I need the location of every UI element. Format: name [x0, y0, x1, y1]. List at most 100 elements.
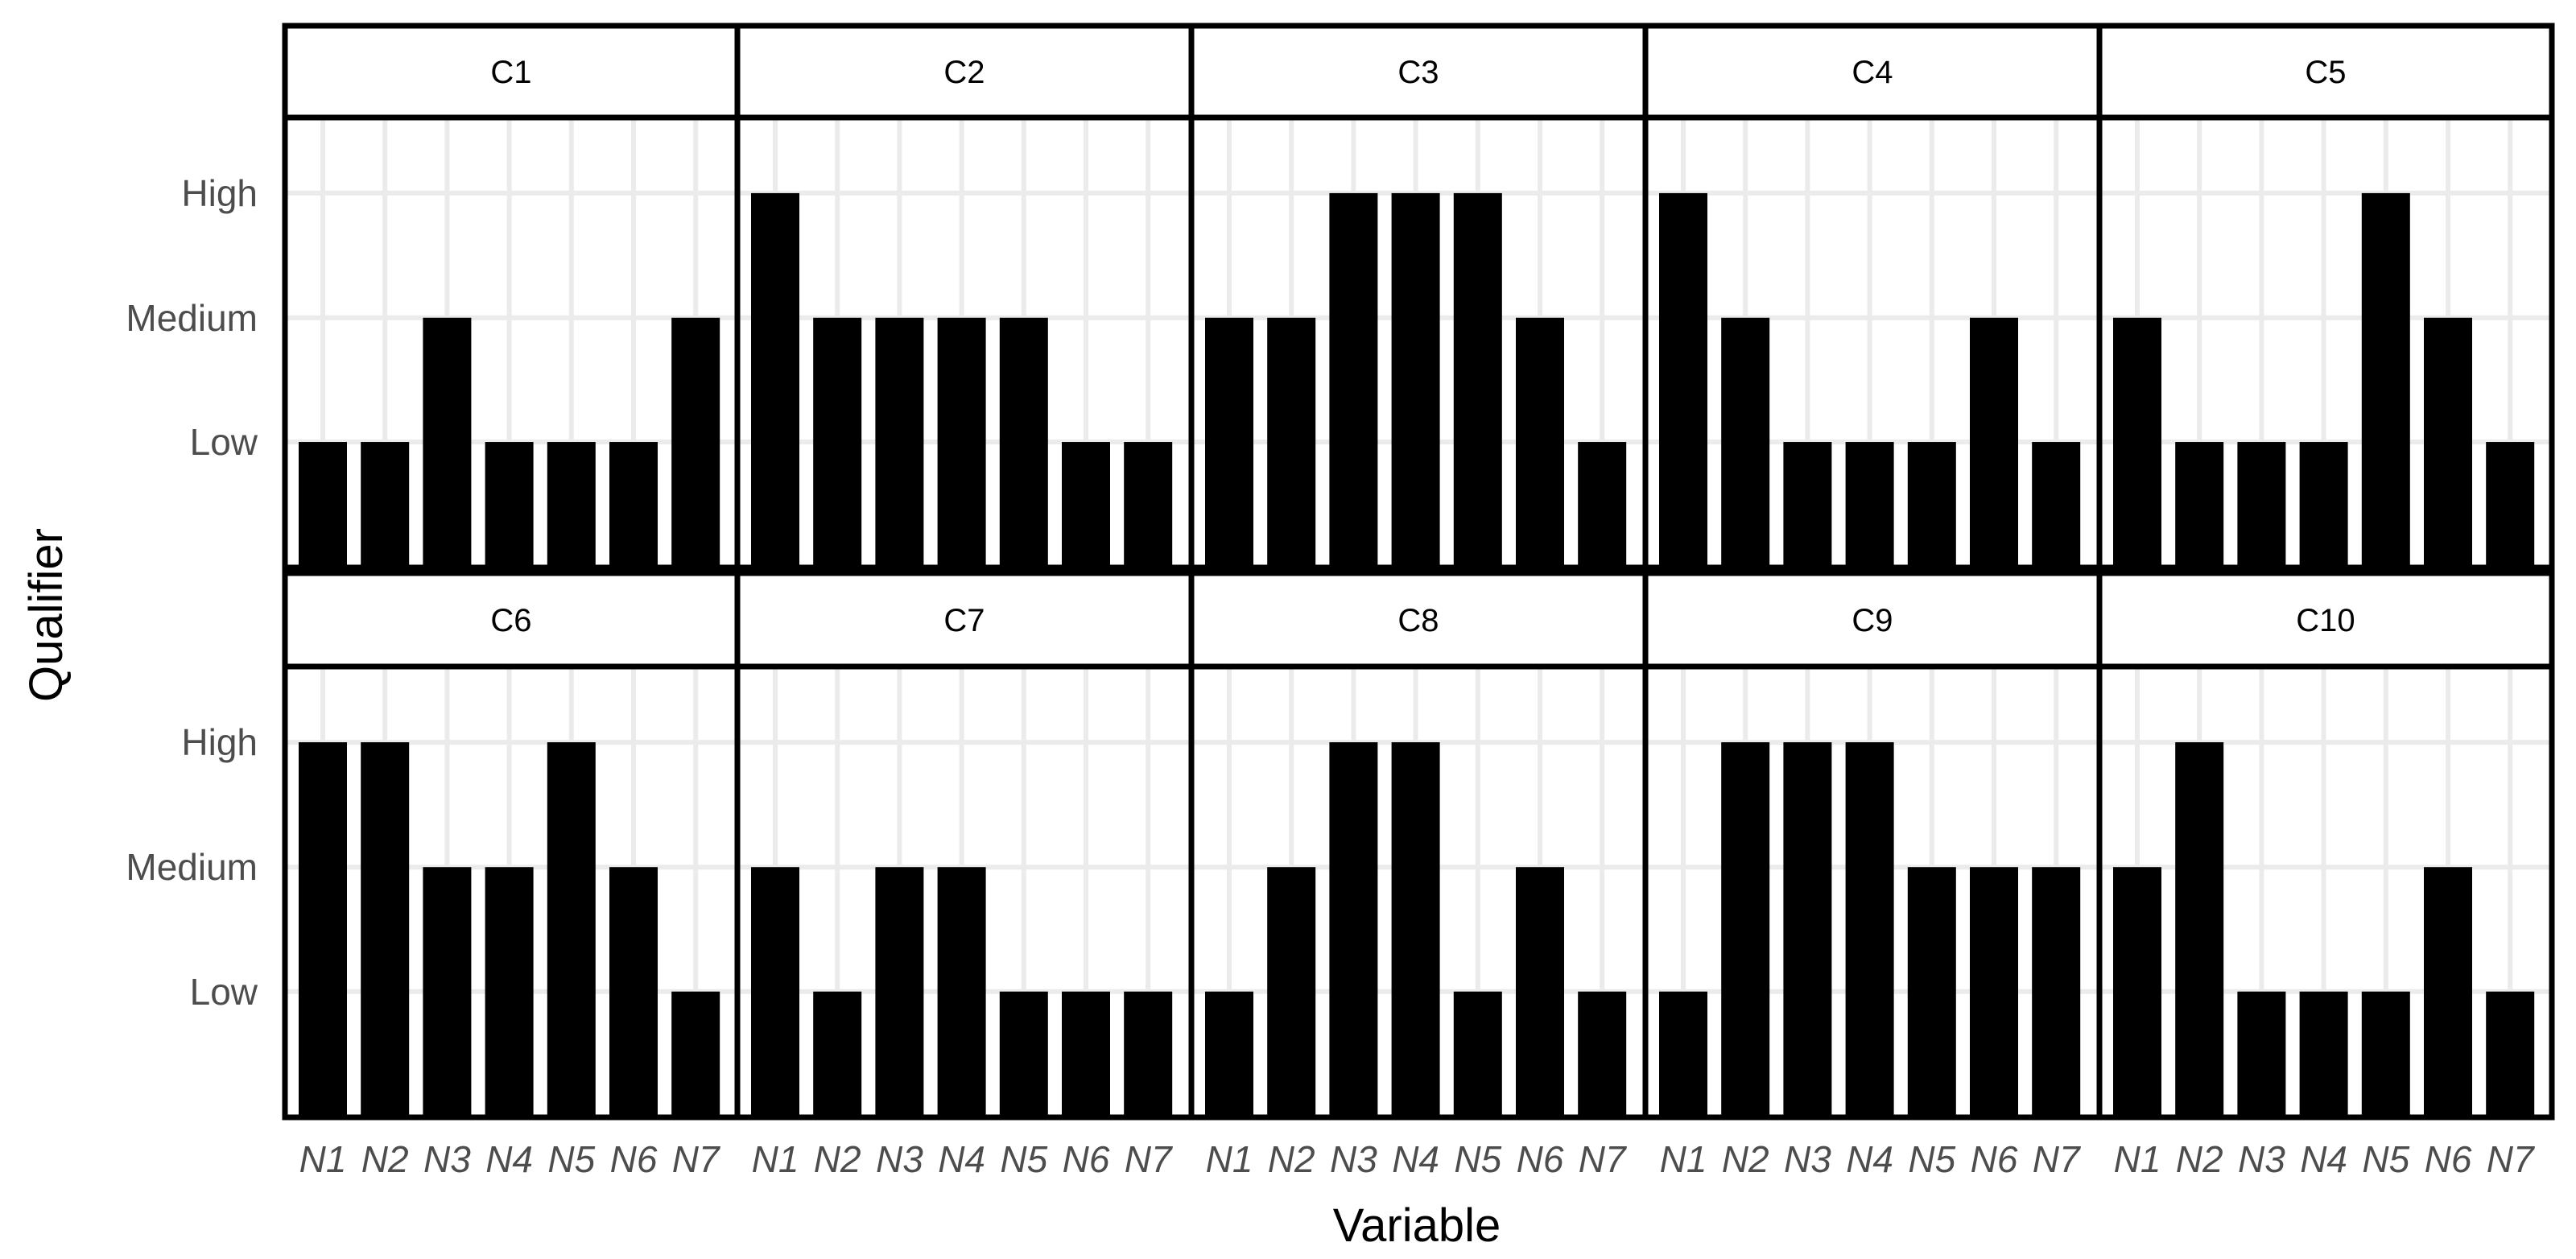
- bar-C7-N4: [937, 867, 986, 1117]
- bar-C10-N6: [2424, 867, 2472, 1117]
- bar-C3-N3: [1329, 192, 1378, 568]
- strip-C3: [1188, 23, 1649, 121]
- bar-C3-N6: [1516, 317, 1564, 568]
- bar-C8-N1: [1205, 991, 1253, 1117]
- panel-C7: C7: [734, 570, 1195, 1121]
- bar-C2-N6: [1062, 442, 1110, 568]
- bar-C6-N1: [299, 742, 347, 1117]
- panel-C1: C1: [282, 23, 741, 571]
- bar-C1-N3: [423, 317, 472, 568]
- strip-label-C8: C8: [1397, 603, 1439, 638]
- bar-C7-N6: [1062, 991, 1110, 1117]
- panel-C3: C3: [1188, 23, 1649, 571]
- bar-C3-N5: [1453, 192, 1502, 568]
- strip-label-C7: C7: [943, 603, 985, 638]
- bar-C6-N5: [547, 742, 596, 1117]
- bar-C9-N7: [2032, 867, 2081, 1117]
- bar-C5-N2: [2175, 442, 2224, 568]
- bar-C1-N1: [299, 442, 347, 568]
- bar-C10-N7: [2486, 991, 2535, 1117]
- panel-C8: C8: [1188, 570, 1649, 1121]
- panel-C10: C10: [2096, 570, 2555, 1121]
- x-tick-label-N6: N6: [1517, 1138, 1564, 1180]
- bar-C8-N6: [1516, 867, 1564, 1117]
- x-tick-label-N1: N1: [299, 1138, 347, 1180]
- bar-C6-N7: [671, 991, 720, 1117]
- bar-C3-N4: [1391, 192, 1440, 568]
- x-tick-label-N4: N4: [938, 1138, 985, 1180]
- x-tick-label-N7: N7: [1579, 1138, 1627, 1180]
- bar-C5-N4: [2299, 442, 2348, 568]
- bar-C10-N4: [2299, 991, 2348, 1117]
- bar-C1-N2: [361, 442, 410, 568]
- panel-border: [2096, 114, 2555, 571]
- bar-C2-N1: [751, 192, 799, 568]
- bar-C10-N3: [2237, 991, 2286, 1117]
- bar-C1-N5: [547, 442, 596, 568]
- y-tick-label-medium: Medium: [126, 846, 258, 888]
- bar-C7-N3: [875, 867, 924, 1117]
- x-tick-label-N3: N3: [2238, 1138, 2285, 1180]
- bar-C10-N1: [2113, 867, 2161, 1117]
- bar-C4-N7: [2032, 442, 2081, 568]
- x-tick-label-N6: N6: [1971, 1138, 2018, 1180]
- bar-C3-N7: [1578, 442, 1627, 568]
- bar-C7-N5: [999, 991, 1048, 1117]
- x-tick-label-N2: N2: [1722, 1138, 1769, 1180]
- x-tick-label-N4: N4: [485, 1138, 533, 1180]
- bar-C4-N4: [1845, 442, 1894, 568]
- bar-C6-N2: [361, 742, 410, 1117]
- x-tick-label-N3: N3: [423, 1138, 471, 1180]
- x-tick-label-N3: N3: [876, 1138, 923, 1180]
- bar-C5-N7: [2486, 442, 2535, 568]
- x-tick-label-N6: N6: [610, 1138, 658, 1180]
- panel-C5: C5: [2096, 23, 2555, 571]
- x-tick-label-N6: N6: [2425, 1138, 2472, 1180]
- strip-C9: [1642, 570, 2103, 670]
- bar-C2-N4: [937, 317, 986, 568]
- bar-C4-N1: [1659, 192, 1707, 568]
- x-tick-label-N7: N7: [2487, 1138, 2535, 1180]
- bar-C3-N2: [1267, 317, 1316, 568]
- bar-C2-N3: [875, 317, 924, 568]
- bar-C7-N2: [813, 991, 862, 1117]
- bar-C6-N3: [423, 867, 472, 1117]
- bar-C9-N6: [1970, 867, 2018, 1117]
- bar-C1-N6: [609, 442, 658, 568]
- bar-C9-N2: [1721, 742, 1770, 1117]
- strip-label-C9: C9: [1852, 603, 1893, 638]
- bar-C9-N5: [1907, 867, 1956, 1117]
- bar-C5-N5: [2361, 192, 2410, 568]
- strip-label-C1: C1: [490, 55, 531, 90]
- bar-C1-N7: [671, 317, 720, 568]
- panel-C6: C6: [282, 570, 741, 1121]
- y-axis-tick-labels: Low Medium High Low Medium High: [126, 172, 258, 1013]
- x-tick-label-N5: N5: [1000, 1138, 1047, 1180]
- bar-C4-N3: [1783, 442, 1832, 568]
- x-tick-label-N1: N1: [1660, 1138, 1707, 1180]
- strip-label-C4: C4: [1852, 55, 1893, 90]
- x-tick-label-N3: N3: [1784, 1138, 1831, 1180]
- bar-C5-N6: [2424, 317, 2472, 568]
- x-tick-label-N5: N5: [1454, 1138, 1501, 1180]
- strip-label-C3: C3: [1397, 55, 1439, 90]
- x-tick-label-N4: N4: [2300, 1138, 2347, 1180]
- x-tick-label-N5: N5: [547, 1138, 595, 1180]
- y-tick-label-low: Low: [190, 971, 258, 1013]
- x-tick-label-N7: N7: [1125, 1138, 1173, 1180]
- x-tick-label-N3: N3: [1330, 1138, 1377, 1180]
- bar-C9-N3: [1783, 742, 1832, 1117]
- panel-C4: C4: [1642, 23, 2103, 571]
- strip-label-C2: C2: [943, 55, 985, 90]
- x-tick-label-N7: N7: [672, 1138, 720, 1180]
- x-tick-label-N2: N2: [1268, 1138, 1315, 1180]
- y-axis-title: Qualifier: [20, 528, 72, 702]
- x-tick-label-N2: N2: [2176, 1138, 2223, 1180]
- y-tick-label-low: Low: [190, 421, 258, 463]
- x-tick-label-N6: N6: [1063, 1138, 1110, 1180]
- bar-C2-N5: [999, 317, 1048, 568]
- bar-C4-N5: [1907, 442, 1956, 568]
- strip-C10: [2096, 570, 2555, 670]
- bar-C4-N6: [1970, 317, 2018, 568]
